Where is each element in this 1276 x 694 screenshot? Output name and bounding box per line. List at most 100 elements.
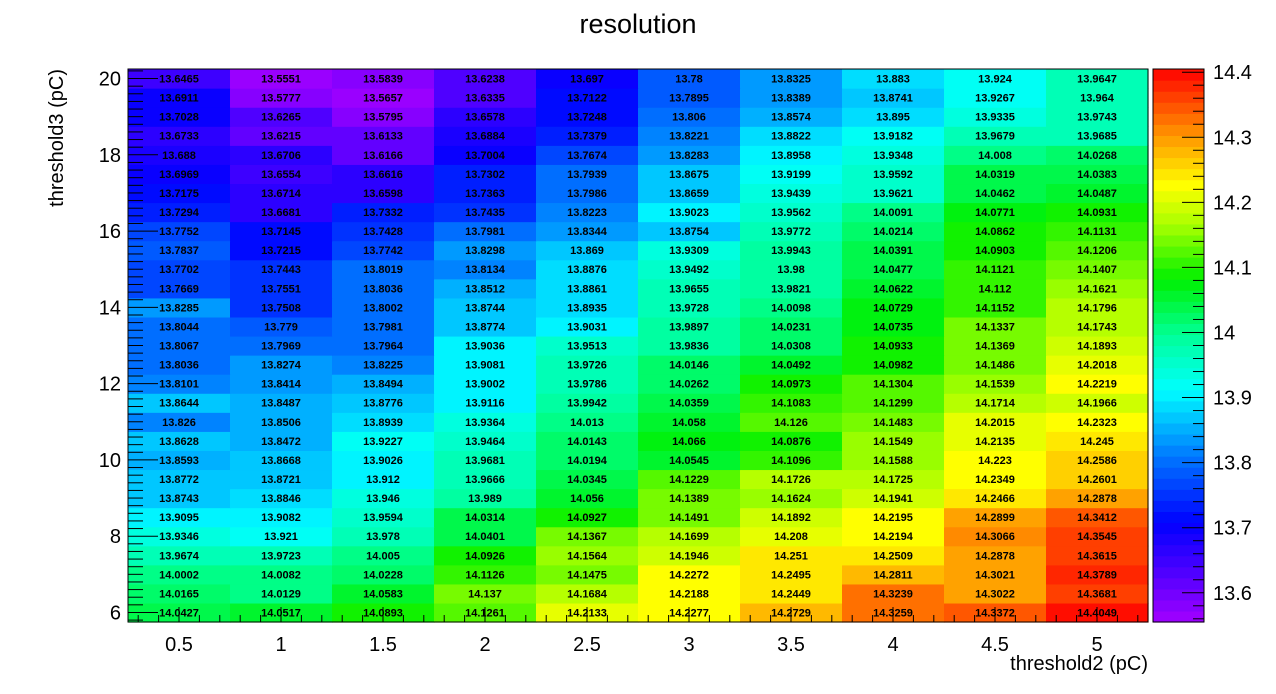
heatmap-cell: [1046, 202, 1149, 223]
cell-value-label: 13.9685: [1077, 131, 1117, 143]
cell-value-label: 14.0931: [1077, 207, 1117, 219]
cell-value-label: 13.9943: [771, 245, 811, 257]
cell-value-label: 13.98: [777, 264, 805, 276]
cell-value-label: 13.6465: [159, 74, 199, 86]
colorbar-tick-label: 14.4: [1213, 62, 1252, 84]
heatmap-cell: [230, 259, 333, 280]
cell-value-label: 13.7969: [261, 341, 301, 353]
heatmap-cell: [842, 69, 945, 89]
heatmap-cell: [536, 583, 639, 604]
colorbar-segment: [1153, 168, 1204, 181]
heatmap-cell: [434, 564, 537, 585]
heatmap-cell: [740, 240, 843, 261]
cell-value-label: 13.921: [264, 531, 298, 543]
cell-value-label: 13.7895: [669, 93, 709, 105]
heatmap-cell: [1046, 393, 1149, 413]
cell-value-label: 13.8721: [261, 474, 301, 486]
cell-value-label: 14.0319: [975, 169, 1015, 181]
cell-value-label: 14.2015: [975, 417, 1015, 429]
heatmap-cell: [128, 412, 231, 432]
heatmap-cell: [944, 297, 1047, 318]
heatmap-cell: [1046, 183, 1149, 204]
cell-value-label: 13.9786: [567, 379, 607, 391]
colorbar-segment: [1153, 301, 1204, 313]
colorbar-segment: [1153, 433, 1204, 446]
cell-value-label: 14.0771: [975, 207, 1015, 219]
cell-value-label: 14.3239: [873, 588, 913, 600]
cell-value-label: 13.8389: [771, 93, 811, 105]
heatmap-cell: [128, 259, 231, 280]
cell-value-label: 14.3021: [975, 569, 1015, 581]
heatmap-cell: [434, 297, 537, 318]
heatmap-cell: [128, 202, 231, 223]
colorbar-segment: [1153, 566, 1204, 579]
heatmap-cell: [1046, 355, 1149, 375]
heatmap-cell: [944, 374, 1047, 394]
heatmap-cell: [536, 126, 639, 146]
cell-value-label: 13.6335: [465, 93, 505, 105]
cell-value-label: 13.9095: [159, 512, 199, 524]
heatmap-cell: [230, 469, 333, 490]
heatmap-cell: [434, 145, 537, 165]
heatmap-cell: [1046, 545, 1149, 566]
heatmap-cell: [740, 335, 843, 356]
cell-value-label: 13.7443: [261, 264, 301, 276]
cell-value-label: 14.0391: [873, 245, 913, 257]
heatmap-cell: [128, 183, 231, 204]
heatmap-cell: [128, 107, 231, 127]
cell-value-label: 13.8487: [261, 398, 301, 410]
colorbar-segment: [1153, 290, 1204, 302]
heatmap-cell: [638, 316, 741, 337]
heatmap-cell: [1046, 278, 1149, 299]
y-tick-label: 8: [110, 526, 121, 548]
cell-value-label: 14.0477: [873, 264, 913, 276]
cell-value-label: 13.883: [876, 74, 910, 86]
cell-value-label: 13.7428: [363, 226, 403, 238]
heatmap-cell: [128, 164, 231, 185]
x-tick-label: 0.5: [165, 634, 193, 656]
heatmap-cell: [944, 126, 1047, 146]
heatmap-cell: [842, 469, 945, 490]
heatmap-cell: [944, 259, 1047, 280]
cell-value-label: 13.6911: [159, 93, 198, 105]
cell-value-label: 14.1966: [1077, 398, 1117, 410]
cell-value-label: 13.9036: [465, 341, 505, 353]
cell-value-label: 14.1539: [975, 379, 1015, 391]
cell-value-label: 13.9743: [1077, 112, 1117, 124]
heatmap-cell: [128, 126, 231, 146]
cell-value-label: 14.1083: [771, 398, 811, 410]
heatmap-cell: [536, 145, 639, 165]
heatmap-cell: [128, 297, 231, 318]
heatmap-cell: [638, 145, 741, 165]
colorbar-segment: [1153, 445, 1204, 457]
cell-value-label: 14.223: [978, 455, 1012, 467]
heatmap-cell: [1046, 316, 1149, 337]
cell-value-label: 14.005: [366, 550, 400, 562]
cell-value-label: 13.9728: [669, 302, 709, 314]
cell-value-label: 13.78: [675, 74, 703, 86]
cell-value-label: 14.1725: [873, 474, 913, 486]
colorbar-segment: [1153, 400, 1204, 413]
cell-value-label: 14.1714: [975, 398, 1016, 410]
heatmap-cell: [740, 278, 843, 299]
cell-value-label: 13.9513: [567, 341, 607, 353]
heatmap-cell: [128, 583, 231, 604]
cell-value-label: 13.8036: [159, 360, 199, 372]
colorbar-segment: [1153, 146, 1204, 159]
y-tick-label: 14: [99, 297, 121, 319]
heatmap-cell: [842, 335, 945, 356]
cell-value-label: 13.8741: [873, 93, 913, 105]
heatmap-cell: [842, 564, 945, 585]
heatmap-cell: [230, 221, 333, 242]
cell-value-label: 14.2018: [1077, 360, 1117, 372]
cell-value-label: 13.8285: [159, 302, 199, 314]
heatmap-cell: [638, 221, 741, 242]
cell-value-label: 13.9562: [771, 207, 811, 219]
cell-value-label: 14.1369: [975, 341, 1015, 353]
cell-value-label: 13.6265: [261, 112, 301, 124]
heatmap-cell: [638, 393, 741, 413]
colorbar-segment: [1153, 69, 1204, 81]
heatmap-cell: [842, 221, 945, 242]
cell-value-label: 14.066: [672, 436, 706, 448]
cell-value-label: 13.8754: [669, 226, 710, 238]
